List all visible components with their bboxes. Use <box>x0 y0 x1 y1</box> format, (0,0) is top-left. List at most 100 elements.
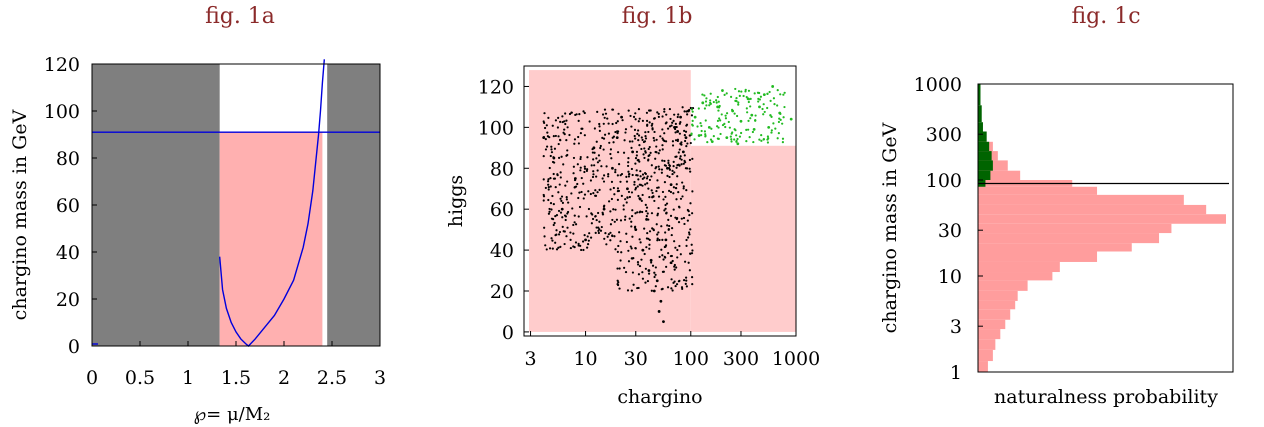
scatter-point-black <box>682 279 686 282</box>
scatter-point-black <box>609 223 613 226</box>
scatter-point-black <box>615 218 619 221</box>
scatter-point-black <box>644 135 647 138</box>
scatter-point-green <box>757 100 760 103</box>
scatter-point-black <box>682 185 685 188</box>
scatter-point-green <box>759 95 763 98</box>
scatter-point-black <box>605 165 608 168</box>
scatter-point-black <box>657 231 660 234</box>
scatter-point-black <box>627 173 631 176</box>
scatter-point-black <box>591 217 595 221</box>
scatter-point-green <box>717 126 720 129</box>
scatter-point-black <box>579 169 582 172</box>
scatter-point-black <box>558 138 562 141</box>
scatter-point-black <box>618 287 621 290</box>
scatter-point-black <box>634 186 638 190</box>
scatter-point-black <box>630 125 633 128</box>
scatter-point-black <box>684 276 688 279</box>
scatter-point-green <box>747 128 750 131</box>
scatter-point-black <box>685 167 689 170</box>
scatter-point-green <box>721 123 725 127</box>
scatter-point-black <box>682 162 685 165</box>
scatter-point-black <box>583 167 587 170</box>
histogram-bar-pink <box>978 280 1028 291</box>
scatter-point-black <box>637 129 640 132</box>
scatter-point-green <box>766 92 769 96</box>
scatter-point-black <box>561 225 564 228</box>
scatter-point-black <box>551 239 554 242</box>
scatter-point-green <box>779 93 782 96</box>
scatter-point-black <box>686 208 689 212</box>
scatter-point-black <box>646 182 649 185</box>
scatter-point-green <box>716 95 719 99</box>
scatter-point-black <box>616 189 619 193</box>
y-axis-label-c: chargino mass in GeV <box>879 122 901 333</box>
scatter-point-black <box>678 122 681 125</box>
histogram-bar-pink <box>978 309 1011 320</box>
scatter-point-black <box>631 140 634 143</box>
scatter-point-green <box>723 93 726 96</box>
scatter-point-green <box>769 114 772 117</box>
scatter-point-black <box>588 232 591 235</box>
scatter-point-black <box>545 248 548 251</box>
scatter-point-black <box>653 171 656 174</box>
excluded-band-0 <box>92 64 220 346</box>
scatter-point-green <box>703 94 706 97</box>
scatter-point-black <box>653 130 656 134</box>
scatter-point-black <box>665 113 668 116</box>
scatter-point-black <box>586 243 590 246</box>
scatter-point-green <box>703 130 707 133</box>
scatter-point-black <box>674 216 677 219</box>
scatter-point-black <box>645 177 649 180</box>
scatter-point-black <box>622 151 626 154</box>
scatter-point-black <box>597 231 600 235</box>
scatter-point-black <box>684 130 688 133</box>
scatter-point-green <box>730 138 733 141</box>
scatter-point-black <box>663 110 666 113</box>
scatter-point-black <box>641 177 644 180</box>
scatter-point-black <box>654 150 657 154</box>
scatter-point-black <box>642 153 645 156</box>
scatter-point-black <box>637 134 641 137</box>
scatter-point-black <box>676 217 679 220</box>
scatter-point-black <box>560 207 564 211</box>
scatter-point-black <box>543 126 547 130</box>
scatter-point-black <box>569 238 572 241</box>
scatter-point-black <box>573 178 577 182</box>
y-tick-label-c: 300 <box>926 124 962 146</box>
scatter-point-black <box>650 124 653 127</box>
scatter-point-black <box>676 139 679 143</box>
scatter-point-green <box>750 113 754 117</box>
scatter-point-black <box>652 289 656 293</box>
scatter-point-black <box>647 130 650 134</box>
scatter-point-black <box>661 238 664 241</box>
scatter-point-black <box>580 248 583 252</box>
scatter-point-black <box>620 115 623 119</box>
scatter-point-black <box>685 285 688 288</box>
scatter-point-black <box>611 166 614 170</box>
scatter-point-black <box>669 254 673 258</box>
histogram-bar-pink <box>978 349 993 362</box>
scatter-point-green <box>762 138 765 141</box>
scatter-point-green <box>739 119 743 123</box>
scatter-point-black <box>671 259 674 263</box>
y-tick-label-a: 40 <box>56 242 80 264</box>
scatter-point-black <box>668 175 671 179</box>
scatter-point-black <box>547 212 551 215</box>
scatter-point-black <box>647 269 651 272</box>
scatter-point-black <box>603 204 606 207</box>
scatter-point-green <box>752 140 755 144</box>
y-tick-label-a: 80 <box>56 148 80 170</box>
scatter-point-green <box>746 111 749 114</box>
scatter-point-black <box>559 171 562 174</box>
scatter-point-black <box>656 233 659 236</box>
scatter-point-black <box>566 149 569 152</box>
scatter-point-black <box>678 244 681 248</box>
scatter-point-black <box>627 161 630 164</box>
scatter-point-black <box>668 167 671 170</box>
y-tick-label-a: 0 <box>68 336 80 358</box>
scatter-point-black <box>678 148 681 151</box>
scatter-point-black <box>690 252 694 255</box>
scatter-point-black <box>641 184 644 187</box>
scatter-point-green <box>771 85 775 88</box>
scatter-point-black <box>643 171 647 175</box>
